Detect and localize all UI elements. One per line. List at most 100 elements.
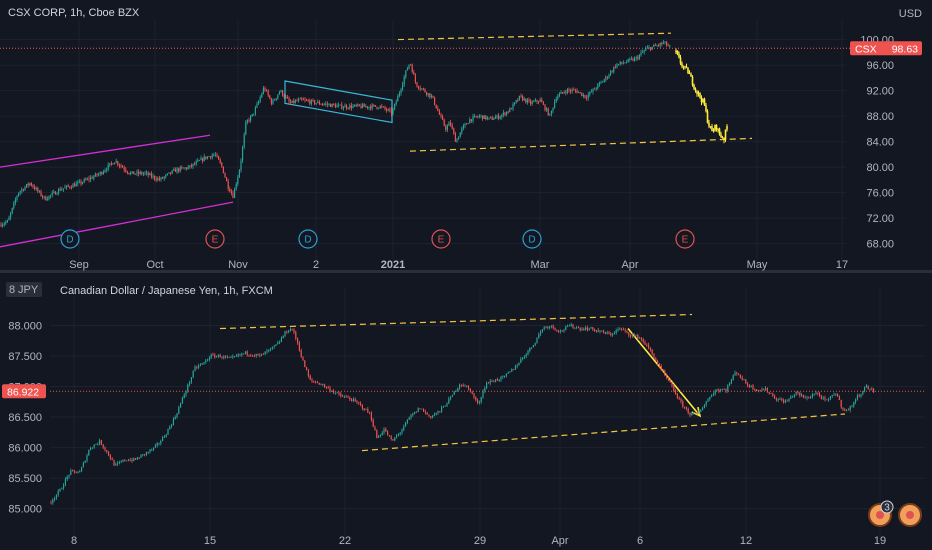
channel-line-lower[interactable] (0, 201, 234, 248)
candle-body (370, 106, 372, 109)
candle-body (374, 426, 376, 431)
candle-body (640, 337, 642, 340)
candle-body (376, 106, 378, 109)
x-tick-label: 19 (874, 535, 886, 547)
candle-body (410, 64, 412, 66)
candle-body (75, 183, 77, 187)
candle-body (94, 173, 96, 177)
candle-body (471, 391, 473, 394)
candle-body (594, 88, 596, 90)
bottom-right-badges[interactable]: 3 (868, 500, 922, 527)
candle-body (323, 103, 325, 105)
trend-line-upper[interactable] (219, 313, 693, 330)
candle-body (792, 396, 794, 398)
candle-body (331, 391, 333, 392)
candle-body (557, 96, 559, 99)
candle-body (822, 397, 824, 399)
flag-rectangle[interactable] (284, 80, 393, 124)
candle-body (680, 398, 682, 402)
candle-body (856, 395, 858, 400)
candle-body (864, 387, 866, 392)
candle-body (660, 365, 662, 370)
pane-separator[interactable] (0, 270, 932, 273)
candle-body (243, 353, 245, 355)
projection-candle (712, 130, 715, 132)
candle-body (182, 167, 184, 169)
candle-body (135, 458, 137, 460)
top-drawings[interactable] (0, 32, 753, 248)
candle-body (525, 98, 527, 103)
candle-body (114, 162, 116, 165)
candle-body (469, 388, 471, 392)
candle-body (203, 156, 205, 161)
candle-body (781, 399, 783, 401)
candle-body (615, 330, 617, 333)
candle-body (232, 356, 234, 358)
candle-body (602, 81, 604, 83)
candle-body (226, 357, 228, 358)
trend-line-upper[interactable] (397, 32, 672, 41)
candle-body (183, 394, 185, 398)
candle-body (505, 373, 507, 377)
y-tick-label: 87.500 (8, 351, 42, 363)
candle-body (325, 387, 327, 388)
candle-body (61, 488, 63, 490)
candle-body (142, 454, 144, 456)
trend-arrow[interactable] (627, 328, 701, 417)
earnings-marker-label: E (682, 235, 689, 246)
candle-body (96, 173, 98, 176)
projection-candle (679, 57, 682, 64)
channel-line-upper[interactable] (0, 134, 211, 168)
candle-body (844, 409, 846, 411)
candle-body (619, 328, 621, 330)
csx-time-axis[interactable]: Sep Oct Nov 2 2021 Mar Apr May 17 (69, 259, 848, 271)
candle-body (592, 327, 594, 330)
dividend-marker[interactable]: D (298, 229, 318, 249)
candle-body (313, 380, 315, 382)
y-tick-label: 72.00 (866, 213, 894, 225)
dividend-marker[interactable]: D (60, 229, 80, 249)
candle-body (795, 391, 797, 395)
candle-body (621, 328, 623, 330)
candle-body (104, 170, 106, 172)
candle-body (616, 64, 618, 68)
projection-candle (700, 97, 703, 102)
candle-body (26, 184, 28, 187)
symbol-tag[interactable]: 8 JPY (6, 282, 42, 297)
csx-pane[interactable]: D E D E D E 100.0096.0092.0088.0084.0080.0076… (0, 7, 922, 271)
candle-body (459, 384, 461, 389)
candle-body (599, 331, 601, 333)
earnings-marker[interactable]: E (205, 229, 225, 249)
candle-body (355, 104, 357, 106)
candle-body (685, 407, 687, 409)
projection-candle (703, 98, 706, 106)
candle-body (545, 326, 547, 328)
candle-body (136, 457, 138, 460)
trend-line-lower[interactable] (409, 137, 753, 152)
candle-body (309, 375, 311, 380)
candle-body (163, 176, 165, 179)
bottom-drawings[interactable] (219, 313, 846, 452)
candle-body (315, 103, 317, 104)
candle-body (244, 351, 246, 354)
candle-body (533, 101, 535, 103)
earnings-marker[interactable]: E (675, 229, 695, 249)
x-tick-label: 29 (474, 535, 486, 547)
candle-body (315, 381, 317, 383)
y-tick-label: 76.00 (866, 188, 894, 200)
trend-line-lower[interactable] (361, 413, 846, 452)
candle-body (442, 116, 444, 120)
csx-price-axis[interactable]: 100.0096.0092.0088.0084.0080.0076.0072.0… (860, 35, 894, 251)
candle-body (235, 355, 237, 357)
earnings-marker[interactable]: E (431, 229, 451, 249)
candle-body (278, 91, 280, 95)
candle-body (450, 122, 452, 126)
candle-body (498, 379, 500, 381)
earnings-marker-label: E (438, 235, 445, 246)
candle-body (840, 400, 842, 408)
cadjpy-time-axis[interactable]: 8 15 22 29 Apr 6 12 19 (71, 535, 886, 547)
cadjpy-pane[interactable]: 88.00087.50087.00086.50086.00085.50085.0… (2, 282, 925, 547)
dividend-marker[interactable]: D (522, 229, 542, 249)
